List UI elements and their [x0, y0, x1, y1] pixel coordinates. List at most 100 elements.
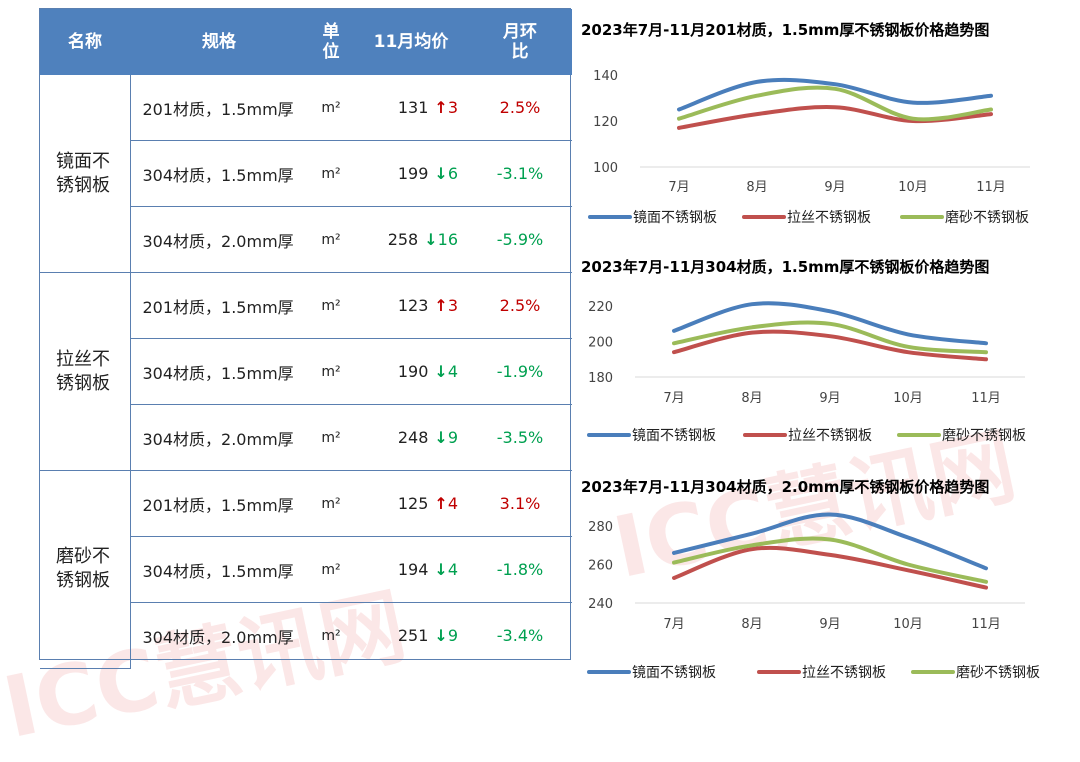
- change-value: 3: [447, 296, 458, 315]
- table-row: 304材质，2.0mm厚 m² 248 ↓9 -3.5%: [40, 404, 572, 471]
- arrow-down-icon: ↓: [434, 428, 448, 447]
- group-name: 镜面不锈钢板: [40, 75, 131, 273]
- unit-cell: m²: [308, 404, 354, 471]
- price-cell: 131 ↑3: [354, 75, 468, 141]
- unit-cell: m²: [308, 470, 354, 537]
- group-name: 拉丝不锈钢板: [40, 272, 131, 471]
- price-cell: 251 ↓9: [354, 603, 468, 669]
- y-tick-label: 140: [593, 69, 618, 84]
- y-tick-label: 100: [593, 161, 618, 176]
- spec-cell: 304材质，2.0mm厚: [130, 206, 308, 273]
- price-cell: 125 ↑4: [354, 470, 468, 537]
- arrow-down-icon: ↓: [434, 626, 448, 645]
- y-tick-label: 220: [588, 300, 613, 315]
- unit-cell: m²: [308, 140, 354, 207]
- change-value: 6: [447, 164, 458, 183]
- mom-cell: -1.8%: [468, 536, 572, 603]
- change-value: 9: [447, 428, 458, 447]
- x-tick-label: 9月: [819, 617, 840, 632]
- table-row: 304材质，1.5mm厚 m² 190 ↓4 -1.9%: [40, 338, 572, 405]
- table-row: 304材质，1.5mm厚 m² 194 ↓4 -1.8%: [40, 536, 572, 603]
- change-value: 4: [447, 362, 458, 381]
- mom-cell: -3.4%: [496, 626, 544, 645]
- header-name: 名称: [40, 9, 130, 75]
- spec-cell: 304材质，2.0mm厚: [142, 627, 294, 647]
- x-tick-label: 10月: [893, 617, 923, 632]
- x-tick-label: 11月: [971, 617, 1001, 632]
- series-line-3: [677, 85, 993, 122]
- spec-cell: 304材质，1.5mm厚: [130, 140, 308, 207]
- series-line-2: [672, 329, 988, 362]
- price-value: 123: [397, 296, 429, 315]
- arrow-up-icon: ↑: [434, 494, 448, 513]
- header-spec: 规格: [130, 9, 308, 75]
- legend-label: 拉丝不锈钢板: [787, 210, 871, 226]
- unit-cell: m²: [308, 536, 354, 603]
- header-unit: 单位: [308, 9, 354, 75]
- unit-cell: m²: [321, 627, 341, 644]
- x-tick-label: 7月: [668, 180, 689, 195]
- table-row: 磨砂不锈钢板 201材质，1.5mm厚 m² 125 ↑4 3.1%: [40, 470, 572, 669]
- chart-title: 2023年7月-11月304材质，1.5mm厚不锈钢板价格趋势图: [581, 258, 990, 276]
- arrow-up-icon: ↑: [434, 296, 448, 315]
- change-value: 4: [447, 560, 458, 579]
- price-value: 131: [397, 98, 429, 117]
- x-tick-label: 8月: [741, 617, 762, 632]
- unit-cell: m²: [308, 272, 354, 339]
- mom-cell: -3.5%: [468, 404, 572, 471]
- chart-title: 2023年7月-11月201材质，1.5mm厚不锈钢板价格趋势图: [581, 21, 990, 39]
- unit-cell: m²: [308, 338, 354, 405]
- arrow-down-icon: ↓: [434, 560, 448, 579]
- chart-title: 2023年7月-11月304材质，2.0mm厚不锈钢板价格趋势图: [581, 478, 990, 496]
- price-value: 248: [397, 428, 429, 447]
- table-row: 拉丝不锈钢板 201材质，1.5mm厚 m² 123 ↑3 2.5%: [40, 272, 572, 471]
- price-value: 251: [397, 626, 429, 645]
- arrow-down-icon: ↓: [434, 362, 448, 381]
- x-tick-label: 9月: [819, 391, 840, 406]
- spec-cell: 304材质，1.5mm厚: [130, 536, 308, 603]
- x-tick-label: 10月: [893, 391, 923, 406]
- table-header-row: 名称 规格 单位 11月均价 月环比: [40, 9, 572, 75]
- y-tick-label: 260: [588, 559, 613, 574]
- x-tick-label: 7月: [663, 391, 684, 406]
- mom-cell: 2.5%: [468, 75, 572, 141]
- series-line-3: [672, 536, 988, 584]
- table-row: 304材质，2.0mm厚 m² 251 ↓9 -3.4%: [40, 603, 572, 669]
- x-tick-label: 7月: [663, 617, 684, 632]
- series-line-1: [672, 301, 988, 346]
- legend-label: 磨砂不锈钢板: [942, 428, 1026, 444]
- price-cell: 123 ↑3: [354, 272, 468, 339]
- spec-cell: 201材质，1.5mm厚: [130, 272, 308, 339]
- x-tick-label: 11月: [971, 391, 1001, 406]
- table-row: 304材质，2.0mm厚 m² 258 ↓16 -5.9%: [40, 206, 572, 273]
- spec-cell: 201材质，1.5mm厚: [130, 470, 308, 537]
- x-tick-label: 11月: [976, 180, 1006, 195]
- unit-cell: m²: [308, 206, 354, 273]
- price-cell: 190 ↓4: [354, 338, 468, 405]
- price-cell: 258 ↓16: [354, 206, 468, 273]
- legend-label: 磨砂不锈钢板: [945, 210, 1029, 226]
- price-cell: 194 ↓4: [354, 536, 468, 603]
- series-line-3: [672, 320, 988, 355]
- arrow-down-icon: ↓: [424, 230, 438, 249]
- mom-cell: -5.9%: [468, 206, 572, 273]
- x-tick-label: 10月: [898, 180, 928, 195]
- unit-cell: m²: [308, 75, 354, 141]
- change-value: 4: [447, 494, 458, 513]
- legend-label: 拉丝不锈钢板: [802, 665, 886, 681]
- price-table: 名称 规格 单位 11月均价 月环比 镜面不锈钢板 201材质，1.5mm厚 m…: [39, 8, 572, 669]
- legend-label: 拉丝不锈钢板: [788, 428, 872, 444]
- header-mom: 月环比: [468, 9, 572, 75]
- mom-cell: -1.9%: [468, 338, 572, 405]
- table-row: 镜面不锈钢板 201材质，1.5mm厚 m² 131 ↑3 2.5%: [40, 75, 572, 273]
- mom-cell: 2.5%: [468, 272, 572, 339]
- legend-label: 镜面不锈钢板: [632, 428, 716, 444]
- x-tick-label: 8月: [741, 391, 762, 406]
- price-value: 125: [397, 494, 429, 513]
- spec-cell: 201材质，1.5mm厚: [130, 75, 308, 141]
- change-value: 16: [437, 230, 458, 249]
- price-cell: 248 ↓9: [354, 404, 468, 471]
